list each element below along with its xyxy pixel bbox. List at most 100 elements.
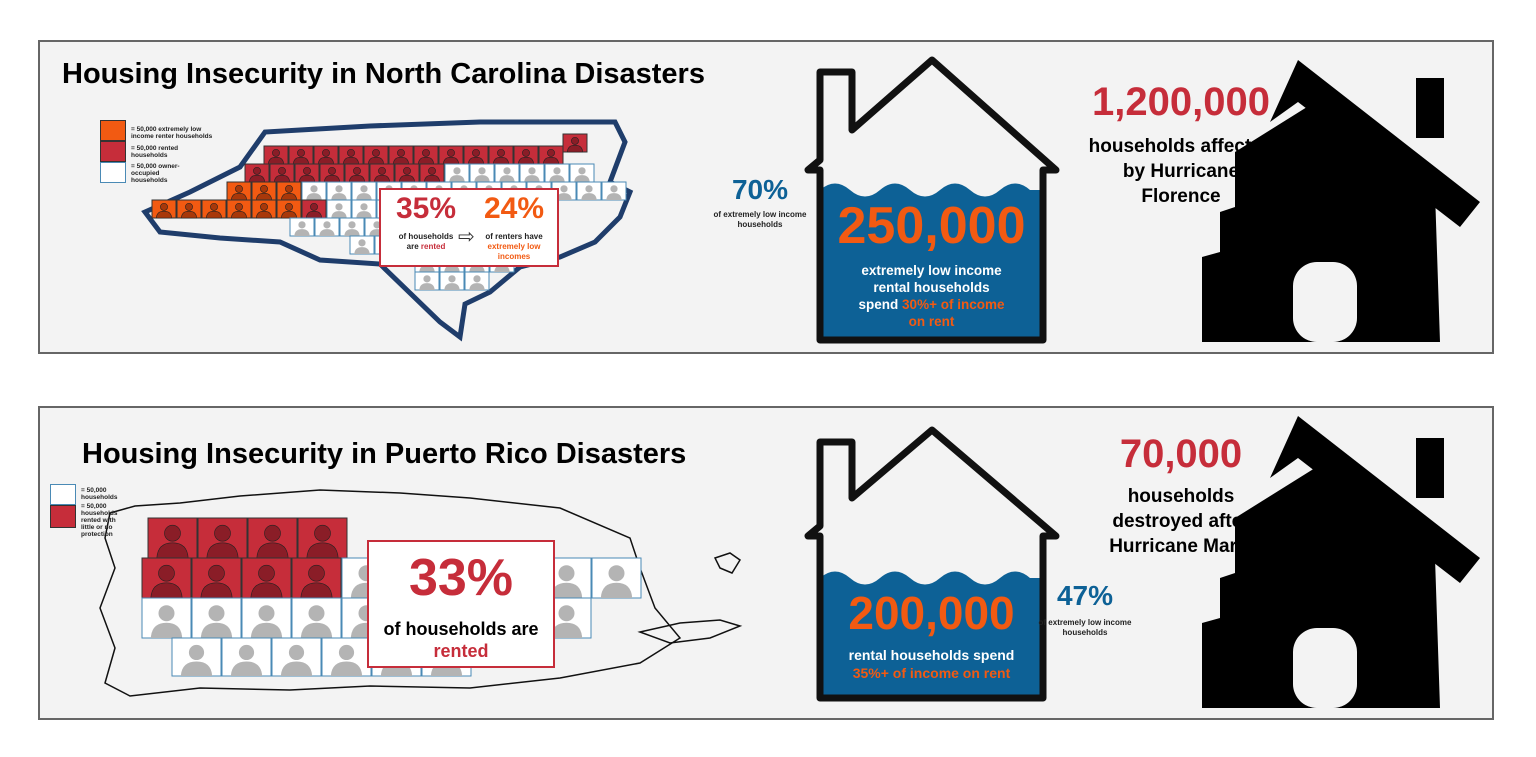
person-orange-icon [151,199,177,219]
person-red-icon [247,517,298,559]
person-red-icon [413,145,439,165]
person-orange-icon [251,199,277,219]
label: of households are [383,619,539,639]
person-red-icon [388,145,414,165]
nc-house-water [820,183,1043,340]
person-white-icon [326,181,352,201]
highlight: 35%+ of income on rent [852,665,1011,681]
house-label: rental households [873,280,990,295]
person-white-icon [291,597,342,639]
nc-broken-house-icon [1202,60,1480,342]
house-label: spend [858,297,903,312]
person-white-icon [241,597,292,639]
destroyed-label: Hurricane Maria [1109,536,1253,557]
person-white-icon [439,271,465,291]
person-red-icon [291,557,342,599]
person-red-icon [269,163,295,183]
person-red-icon [244,163,270,183]
person-white-icon [601,181,627,201]
person-red-icon [562,133,588,153]
person-white-icon [569,163,595,183]
person-orange-icon [276,199,302,219]
person-red-icon [294,163,320,183]
person-red-icon [141,557,192,599]
person-red-icon [363,145,389,165]
person-white-icon [301,181,327,201]
pr-broken-house-icon [1202,416,1480,708]
person-white-icon [321,637,372,677]
label: of households [398,232,454,241]
person-orange-icon [226,199,252,219]
person-red-icon [338,145,364,165]
person-white-icon [349,235,375,255]
person-white-icon [414,271,440,291]
rented-percent: 35% [395,192,457,225]
person-red-icon [197,517,248,559]
person-white-icon [191,597,242,639]
person-white-icon [339,217,365,237]
nc-title: Housing Insecurity in North Carolina Dis… [62,58,705,90]
person-white-icon [326,199,352,219]
person-white-icon [519,163,545,183]
house-value: 250,000 [837,197,1026,255]
person-red-icon [419,163,445,183]
person-white-icon [171,637,222,677]
affected-label: by Hurricane [1122,161,1240,182]
affected-value: 1,200,000 [1092,80,1270,124]
highlight: rented [420,242,446,251]
person-white-icon [576,181,602,201]
person-white-icon [50,484,76,505]
house-value: 200,000 [848,587,1015,639]
person-white-icon [591,557,642,599]
person-white-icon [469,163,495,183]
pr-title: Housing Insecurity in Puerto Rico Disast… [82,438,687,470]
person-red-icon [147,517,198,559]
label: of renters have [485,232,543,241]
person-red-icon [513,145,539,165]
destroyed-label: households [1127,486,1235,507]
vieques-outline [637,619,743,644]
person-red-icon [50,505,76,528]
highlight: 30%+ of income [902,297,1005,312]
person-orange-icon [176,199,202,219]
person-white-icon [271,637,322,677]
highlight: on rent [908,314,955,329]
person-red-icon [463,145,489,165]
affected-label: Florence [1141,186,1221,207]
nc-callout: 35% of households are rented ⇨ 24% of ren… [379,188,559,267]
highlight: extremely low [487,242,541,251]
side-stat-label: of extremely low income households [713,210,807,229]
highlight: rented [433,641,489,661]
person-red-icon [100,141,126,162]
legend-label: = 50,000 owner-occupied households [131,163,180,184]
person-orange-icon [251,181,277,201]
pr-callout: 33% of households are rented [367,540,555,668]
person-red-icon [288,145,314,165]
house-label: extremely low income [861,263,1002,278]
nc-map-outline [141,119,634,342]
side-stat-value: 47% [1056,580,1114,611]
arrow-right-icon: ⇨ [458,226,475,248]
label: are [406,242,421,251]
pr-panel: Housing Insecurity in Puerto Rico Disast… [38,406,1494,720]
legend-label: = 50,000 households [81,487,118,501]
side-stat-label: of extremely low income households [1038,618,1132,637]
side-stat-value: 70% [731,174,789,205]
person-white-icon [544,163,570,183]
person-red-icon [313,145,339,165]
person-orange-icon [226,181,252,201]
legend-label: = 50,000 rented households [131,145,179,159]
person-red-icon [263,145,289,165]
highlight: incomes [497,252,531,261]
person-white-icon [100,162,126,183]
person-red-icon [369,163,395,183]
person-orange-icon [276,181,302,201]
person-white-icon [314,217,340,237]
person-white-icon [494,163,520,183]
nc-house-outline [804,56,1060,344]
person-white-icon [444,163,470,183]
person-red-icon [488,145,514,165]
legend-label: = 50,000 extremely low income renter hou… [131,126,213,140]
person-white-icon [141,597,192,639]
destroyed-label: destroyed after [1112,511,1250,532]
